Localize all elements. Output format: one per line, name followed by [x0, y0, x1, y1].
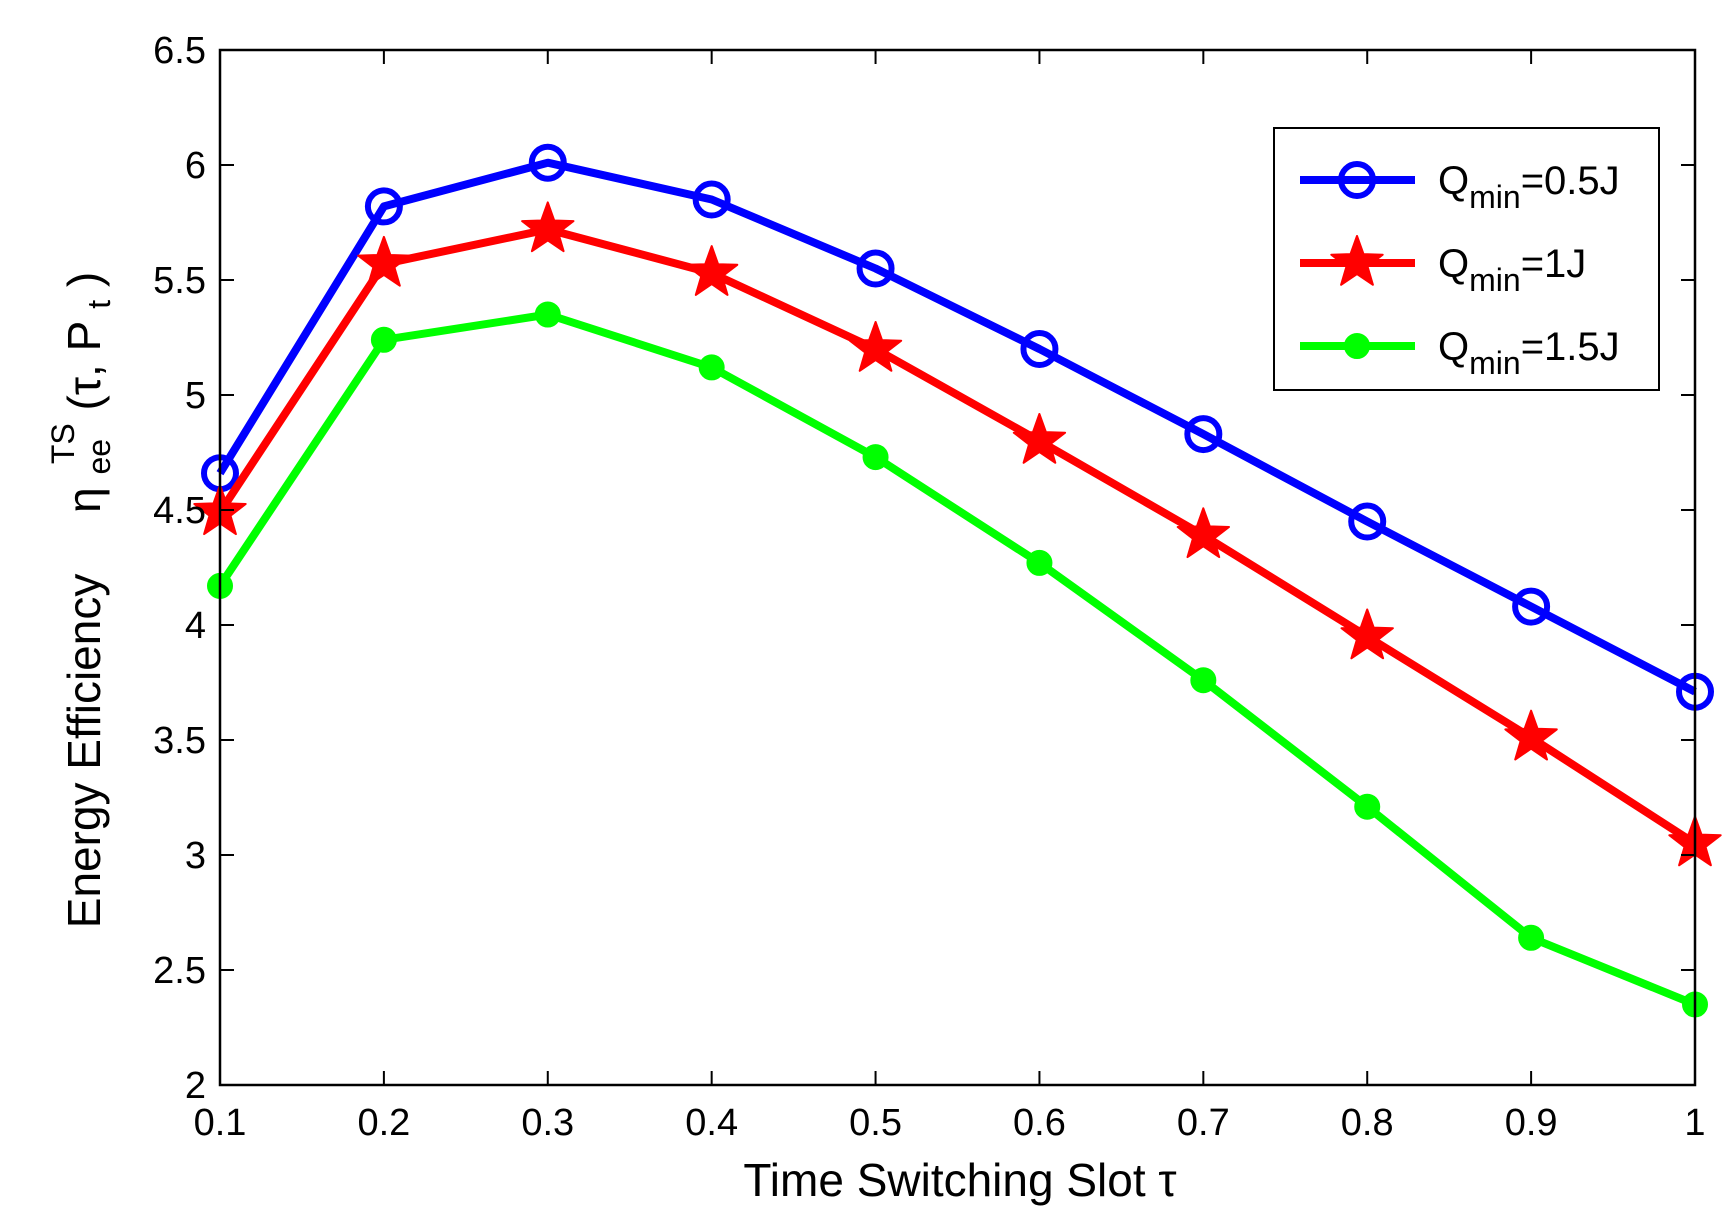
y-tick-label: 3.5 — [153, 720, 206, 762]
data-point-2 — [1504, 709, 1558, 761]
data-point-2 — [1340, 608, 1394, 660]
legend-swatch-marker — [1338, 161, 1376, 199]
legend-entry-2: Qmin=1J — [1300, 235, 1586, 298]
legend-swatch-marker — [1344, 333, 1370, 359]
data-point-2 — [685, 245, 739, 296]
y-axis-label: Energy Efficiency η ee TS (τ, P t ) — [32, 272, 120, 928]
y-tick-label: 4 — [185, 605, 206, 647]
data-point-3 — [698, 354, 725, 381]
data-point-3 — [1354, 793, 1381, 820]
data-point-1 — [528, 143, 567, 182]
legend-label: Qmin=0.5J — [1438, 159, 1620, 215]
x-tick-label: 0.4 — [685, 1102, 738, 1144]
y-tick-label: 6 — [185, 145, 206, 187]
legend: Qmin=0.5J Qmin=1J Qmin=1.5J — [1273, 127, 1660, 391]
data-point-1 — [1348, 502, 1387, 541]
data-point-2 — [1012, 413, 1067, 464]
y-axis-label-sup: TS — [45, 423, 81, 464]
y-tick-label: 2 — [185, 1065, 206, 1107]
y-tick-label: 5.5 — [153, 260, 206, 302]
data-point-3 — [1026, 549, 1053, 576]
series-line-2 — [216, 225, 1698, 847]
svg-text:Energy Efficiency η: Energy Efficiency η ee TS (τ, P t ) — [32, 272, 120, 928]
x-tick-label: 0.2 — [357, 1102, 410, 1144]
series-line-3 — [216, 310, 1697, 1009]
x-tick-label: 0.9 — [1505, 1102, 1558, 1144]
x-tick-label: 0.7 — [1177, 1102, 1230, 1144]
data-point-3 — [862, 444, 889, 471]
data-point-3 — [370, 326, 397, 353]
data-point-3 — [534, 301, 561, 328]
y-tick-label: 5 — [185, 375, 206, 417]
y-axis-label-prefix: Energy Efficiency — [58, 574, 110, 929]
x-tick-label: 0.6 — [1013, 1102, 1066, 1144]
y-axis-label-args: (τ, P — [58, 322, 110, 411]
data-point-2 — [521, 201, 575, 253]
legend-label: Qmin=1J — [1438, 242, 1586, 298]
data-point-3 — [1190, 667, 1217, 694]
data-point-1 — [1512, 587, 1551, 626]
x-tick-label: 0.1 — [194, 1102, 247, 1144]
y-axis-label-sub: ee — [81, 439, 117, 475]
data-point-1 — [692, 180, 731, 219]
legend-entry-3: Qmin=1.5J — [1300, 325, 1620, 381]
legend-entry-1: Qmin=0.5J — [1300, 159, 1620, 215]
data-point-2 — [848, 321, 903, 372]
data-point-1 — [856, 249, 895, 288]
x-tick-label: 0.5 — [849, 1102, 902, 1144]
ticks-layer: 2 2.5 3 3.5 4 4.5 5 5.5 6 6.5 0.1 0.2 0.3 0.4 0.5 0.6 0.… — [153, 30, 1705, 1144]
y-tick-label: 4.5 — [153, 490, 206, 532]
series-line-1 — [216, 158, 1697, 696]
x-tick-label: 0.8 — [1341, 1102, 1394, 1144]
data-point-1 — [1184, 415, 1223, 454]
x-axis-label: Time Switching Slot τ — [743, 1154, 1176, 1206]
data-point-2 — [1176, 507, 1230, 559]
data-point-2 — [357, 235, 411, 287]
y-axis-label-symbol: η — [58, 487, 110, 513]
series-3 — [207, 301, 1708, 1018]
x-tick-label: 1 — [1684, 1102, 1705, 1144]
data-point-3 — [1518, 924, 1545, 951]
legend-label: Qmin=1.5J — [1438, 325, 1620, 381]
y-axis-label-args-close: ) — [58, 272, 110, 287]
x-tick-label: 0.3 — [521, 1102, 574, 1144]
axes-box — [218, 48, 1697, 1087]
legend-swatch-marker — [1330, 235, 1384, 286]
data-point-1 — [364, 187, 403, 226]
y-tick-label: 3 — [185, 835, 206, 877]
y-tick-label: 2.5 — [153, 950, 206, 992]
data-point-1 — [1020, 330, 1059, 368]
y-axis-label-args-sub: t — [81, 300, 117, 309]
y-tick-label: 6.5 — [153, 30, 206, 72]
